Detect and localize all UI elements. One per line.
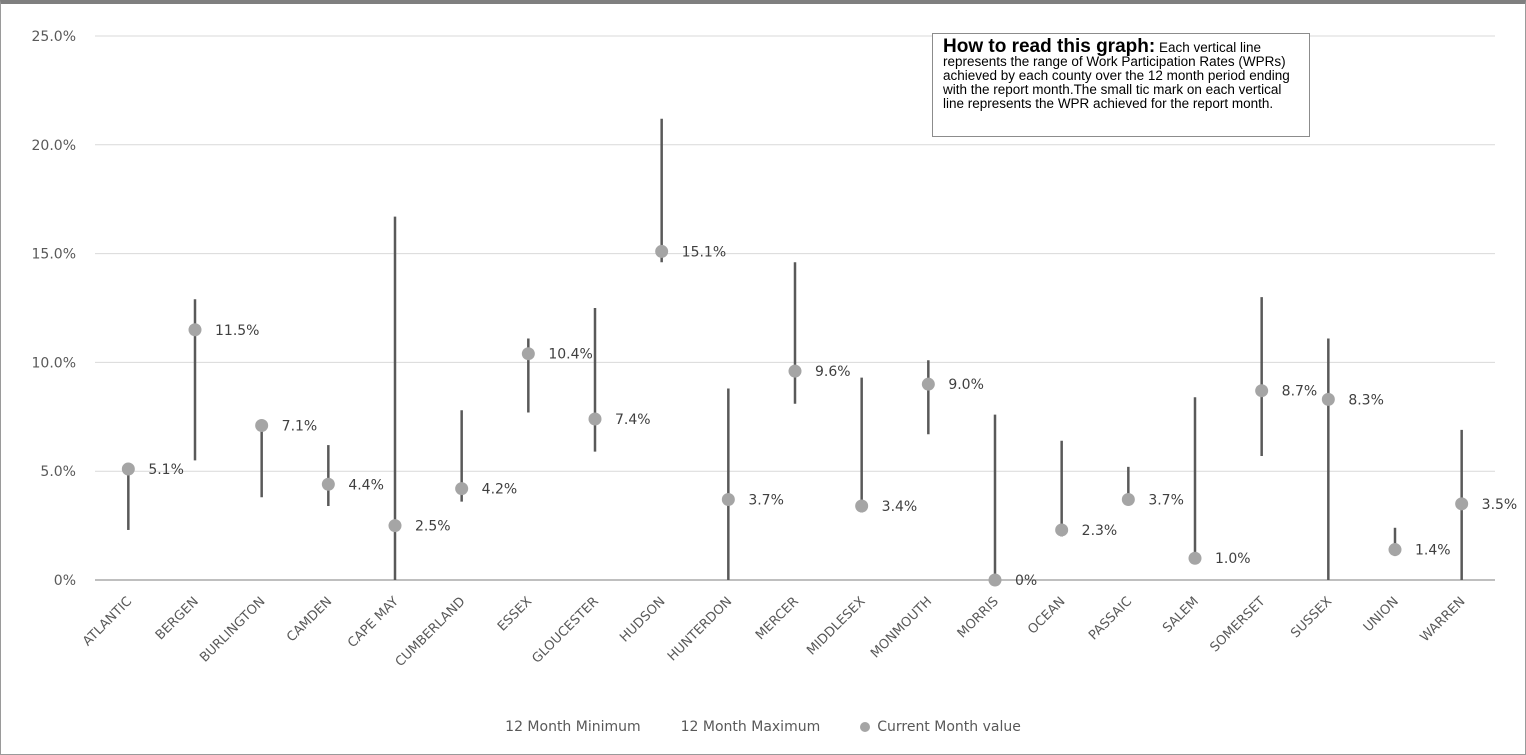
range-lines xyxy=(127,118,1463,580)
legend-item-max: 12 Month Maximum xyxy=(681,719,821,735)
legend-item-current: Current Month value xyxy=(860,719,1021,735)
current-point xyxy=(121,462,135,476)
x-tick-label: SALEM xyxy=(1160,594,1202,636)
x-tick-label: BERGEN xyxy=(153,594,202,643)
x-tick-label: CAMDEN xyxy=(284,594,335,645)
data-label: 7.1% xyxy=(282,419,318,435)
current-point xyxy=(455,482,469,496)
current-month-points xyxy=(121,244,1469,587)
x-tick-label: WARREN xyxy=(1418,594,1469,645)
x-tick-label: CAPE MAY xyxy=(345,594,402,651)
current-point xyxy=(1188,551,1202,565)
x-tick-label: GLOUCESTER xyxy=(529,594,601,666)
x-tick-label: BURLINGTON xyxy=(197,594,268,665)
current-point xyxy=(388,519,402,533)
data-label: 4.2% xyxy=(482,482,518,498)
data-label: 9.0% xyxy=(948,377,984,393)
legend: 12 Month Minimum 12 Month Maximum Curren… xyxy=(0,716,1526,738)
current-point xyxy=(1255,384,1269,398)
data-label: 0% xyxy=(1015,573,1037,589)
y-tick-label: 25.0% xyxy=(32,29,76,45)
data-label: 10.4% xyxy=(548,347,592,363)
current-point xyxy=(655,244,669,258)
note-body: Each vertical line represents the range … xyxy=(943,40,1290,111)
current-point xyxy=(255,419,269,433)
x-tick-label: OCEAN xyxy=(1025,594,1068,637)
data-label: 5.1% xyxy=(148,462,184,478)
data-label: 3.4% xyxy=(882,499,918,515)
x-tick-label: ATLANTIC xyxy=(80,594,135,649)
data-label: 3.7% xyxy=(1148,492,1184,508)
data-label: 4.4% xyxy=(348,477,384,493)
x-tick-label: ESSEX xyxy=(495,594,535,634)
x-tick-label: HUNTERDON xyxy=(665,594,735,664)
y-tick-label: 5.0% xyxy=(40,464,76,480)
current-point xyxy=(1455,497,1469,511)
x-tick-label: MERCER xyxy=(753,594,802,643)
data-label: 1.4% xyxy=(1415,543,1451,559)
data-label: 8.3% xyxy=(1348,392,1384,408)
current-point xyxy=(921,377,935,391)
x-tick-label: PASSAIC xyxy=(1086,594,1135,643)
x-tick-label: CUMBERLAND xyxy=(393,594,469,670)
data-label: 8.7% xyxy=(1282,384,1318,400)
y-tick-label: 0% xyxy=(54,573,76,589)
data-label: 1.0% xyxy=(1215,551,1251,567)
legend-label-min: 12 Month Minimum xyxy=(505,719,641,735)
x-tick-label: SUSSEX xyxy=(1288,594,1335,641)
current-point xyxy=(721,492,735,506)
current-point xyxy=(788,364,802,378)
data-label: 7.4% xyxy=(615,412,651,428)
x-tick-label: UNION xyxy=(1361,594,1402,635)
data-label: 3.7% xyxy=(748,492,784,508)
legend-label-current: Current Month value xyxy=(877,719,1021,735)
y-tick-label: 20.0% xyxy=(32,138,76,154)
data-label: 9.6% xyxy=(815,364,851,380)
note-heading: How to read this graph: xyxy=(943,36,1156,57)
x-tick-label: MORRIS xyxy=(955,594,1002,641)
y-tick-label: 15.0% xyxy=(32,247,76,263)
data-label: 2.3% xyxy=(1082,523,1118,539)
y-axis-ticks: 0% 5.0% 10.0% 15.0% 20.0% 25.0% xyxy=(32,29,76,589)
data-labels: 5.1% 11.5% 7.1% 4.4% 2.5% 4.2% 10.4% 7.4% 15.1% 3… xyxy=(148,244,1517,589)
legend-label-max: 12 Month Maximum xyxy=(680,719,821,735)
data-label: 2.5% xyxy=(415,519,451,535)
x-tick-label: HUDSON xyxy=(617,594,668,645)
current-point xyxy=(1321,392,1335,406)
current-point xyxy=(188,323,202,337)
legend-marker-current xyxy=(860,722,871,732)
current-point xyxy=(321,477,335,491)
data-label: 11.5% xyxy=(215,323,259,339)
current-point xyxy=(1121,492,1135,506)
data-label: 15.1% xyxy=(682,244,726,260)
current-point xyxy=(1388,543,1402,557)
x-tick-label: SOMERSET xyxy=(1207,594,1268,655)
current-point xyxy=(1055,523,1069,537)
current-point xyxy=(521,347,535,361)
data-label: 3.5% xyxy=(1482,497,1518,513)
current-point xyxy=(855,499,869,513)
current-point xyxy=(588,412,602,426)
y-tick-label: 10.0% xyxy=(32,355,76,371)
how-to-read-note: How to read this graph: Each vertical li… xyxy=(932,33,1310,137)
x-tick-label: MONMOUTH xyxy=(868,594,935,661)
legend-item-min: 12 Month Minimum xyxy=(505,719,640,735)
current-point xyxy=(988,573,1002,587)
x-tick-label: MIDDLESEX xyxy=(804,594,868,658)
